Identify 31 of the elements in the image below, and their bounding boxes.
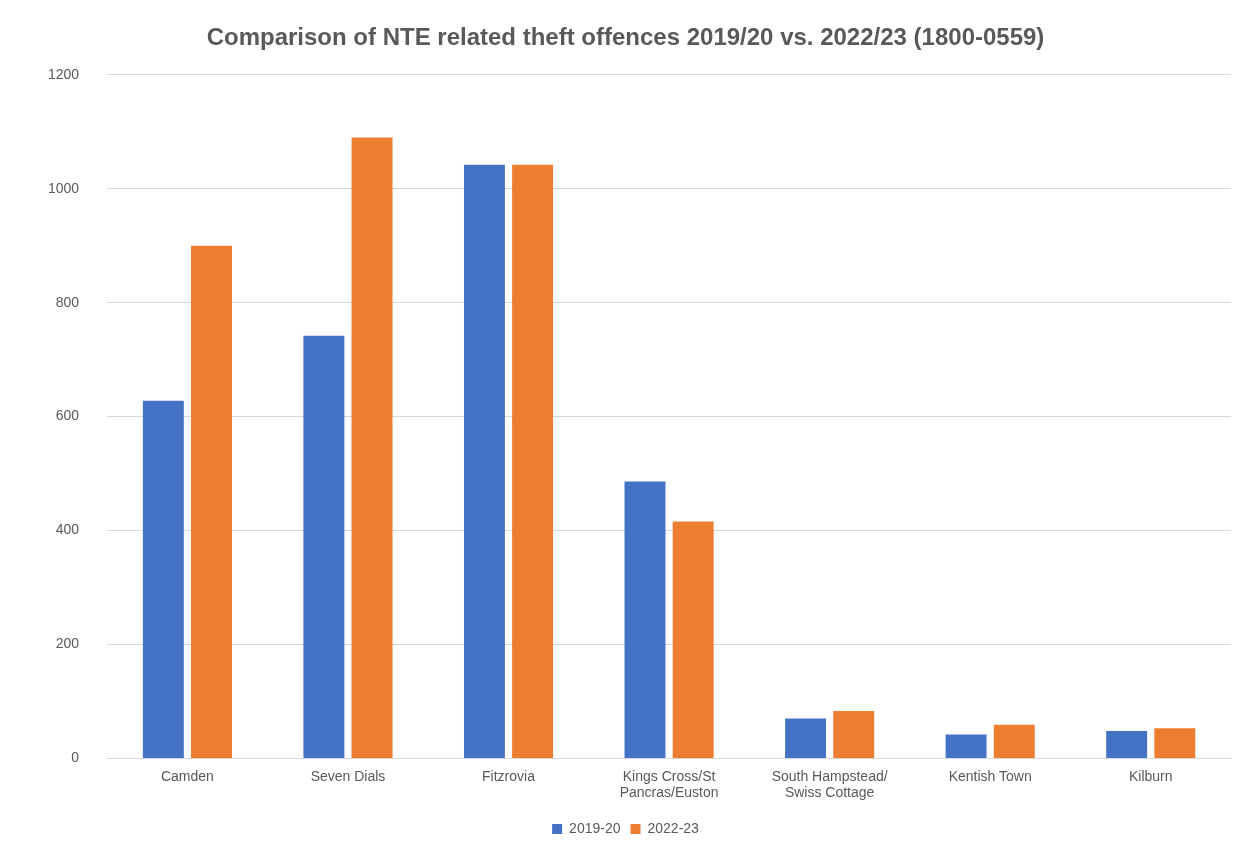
y-tick-label: 1000 xyxy=(47,179,80,196)
y-tick-label: 600 xyxy=(55,407,80,424)
bar xyxy=(993,724,1035,758)
bar xyxy=(833,711,875,758)
legend-label: 2022-23 xyxy=(647,819,700,836)
y-tick-label: 0 xyxy=(71,749,80,766)
bar xyxy=(672,521,714,758)
x-tick-label: Kilburn xyxy=(1128,767,1173,784)
y-tick-label: 1200 xyxy=(47,65,80,82)
x-tick-label: Kentish Town xyxy=(948,767,1032,784)
bar xyxy=(785,718,827,758)
bar xyxy=(512,164,554,758)
bar xyxy=(1154,728,1196,758)
bar xyxy=(191,245,232,758)
bar xyxy=(463,164,505,758)
x-tick-label: Camden xyxy=(160,767,214,784)
x-tick-label: South Hampstead/Swiss Cottage xyxy=(771,767,888,801)
x-tick-label: Seven Dials xyxy=(310,767,386,784)
y-tick-label: 400 xyxy=(55,521,80,538)
x-tick-label: Fitzrovia xyxy=(482,767,536,784)
bar xyxy=(142,400,184,758)
bar xyxy=(351,137,393,758)
x-tick-label: Kings Cross/St Pancras/Euston xyxy=(619,767,719,801)
legend-label: 2019-20 xyxy=(569,819,621,836)
y-tick-label: 200 xyxy=(55,635,80,652)
bar xyxy=(624,481,666,758)
chart-title: Comparison of NTE related theft offences 2019/20 vs. 2022/23 (1800-0559) xyxy=(206,23,1045,51)
bar xyxy=(303,335,345,758)
y-tick-label: 800 xyxy=(55,293,80,310)
bar xyxy=(945,734,987,758)
bar xyxy=(1106,731,1148,758)
